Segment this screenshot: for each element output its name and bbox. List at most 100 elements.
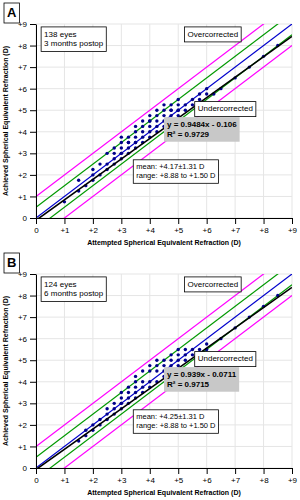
y-tick: +9 — [18, 270, 36, 279]
x-axis-line — [37, 218, 293, 219]
y-tick-label: 0 — [23, 214, 28, 223]
scatter-point — [205, 87, 208, 90]
scatter-point — [141, 119, 144, 122]
grid-line-x — [292, 274, 293, 468]
scatter-point — [127, 385, 130, 388]
y-tick-label: +7 — [18, 63, 28, 72]
annotation-box — [133, 410, 218, 434]
x-tick-mark — [235, 218, 236, 224]
scatter-point — [155, 359, 158, 362]
y-tick: +4 — [18, 128, 36, 137]
scatter-point — [127, 141, 130, 144]
scatter-point — [162, 103, 165, 106]
scatter-point — [162, 114, 165, 117]
scatter-point — [169, 109, 172, 112]
scatter-point — [113, 152, 116, 155]
x-tick-mark — [93, 218, 94, 224]
annotation-box — [133, 160, 218, 184]
grid-line-y — [36, 317, 292, 318]
scatter-point — [148, 380, 151, 383]
y-tick-label: +8 — [18, 292, 28, 301]
x-tick: +3 — [117, 468, 127, 485]
grid-line-y — [36, 24, 292, 25]
y-tick-label: +7 — [18, 313, 28, 322]
grid-line-x — [263, 274, 264, 468]
annotation-text: Overcorrected — [187, 30, 238, 39]
scatter-point — [198, 98, 201, 101]
x-tick: 0 — [34, 218, 39, 235]
grid-line-y — [36, 468, 292, 469]
scatter-point — [127, 146, 130, 149]
y-tick: +2 — [18, 171, 36, 180]
y-tick-mark — [30, 296, 36, 297]
grid — [36, 274, 292, 468]
grid-line-y — [36, 403, 292, 404]
y-axis: 0+1+2+3+4+5+6+7+8+9 — [18, 20, 37, 223]
annotation: Overcorrected — [184, 277, 241, 292]
scatter-point — [98, 418, 101, 421]
x-axis: 0+1+2+3+4+5+6+7+8+9 — [34, 218, 297, 235]
y-tick: +7 — [18, 63, 36, 72]
y-tick: +1 — [18, 443, 36, 452]
grid-line-x — [36, 274, 37, 468]
x-tick: +4 — [146, 468, 156, 485]
scatter-point — [155, 109, 158, 112]
x-tick-label: +5 — [174, 476, 184, 485]
scatter-point — [120, 402, 123, 405]
scatter-point — [84, 429, 87, 432]
scatter-point — [141, 135, 144, 138]
x-tick-mark — [36, 468, 37, 474]
scatter-point — [120, 402, 123, 405]
x-tick-label: +7 — [231, 476, 241, 485]
scatter-point — [91, 168, 94, 171]
scatter-point — [148, 119, 151, 122]
x-axis-label: Attempted Spherical Equivalent Refractio… — [87, 239, 241, 247]
scatter-point — [141, 130, 144, 133]
y-tick: 0 — [23, 214, 36, 223]
scatter-point — [148, 119, 151, 122]
scatter-point — [155, 125, 158, 128]
x-tick-label: +9 — [288, 476, 298, 485]
scatter-point — [113, 146, 116, 149]
scatter-point — [162, 359, 165, 362]
annotation-box — [164, 367, 239, 392]
grid-line-y — [36, 338, 292, 339]
x-tick: 0 — [34, 468, 39, 485]
panel-label-box — [4, 253, 19, 273]
x-tick-mark — [178, 218, 179, 224]
line — [36, 274, 292, 468]
y-tick-mark — [30, 175, 36, 176]
y-tick-mark — [30, 425, 36, 426]
scatter-point — [148, 130, 151, 133]
marks — [36, 24, 292, 218]
annotation-text: 124 eyes — [44, 280, 76, 289]
y-tick: +6 — [18, 335, 36, 344]
y-tick: +7 — [18, 313, 36, 322]
scatter-point — [127, 135, 130, 138]
line — [36, 287, 292, 468]
y-axis-line — [36, 25, 37, 219]
annotation-box — [41, 27, 106, 52]
grid-line-y — [36, 196, 292, 197]
x-tick: +5 — [174, 218, 184, 235]
panel-label: B — [4, 253, 19, 273]
x-tick: +7 — [231, 218, 241, 235]
scatter-point — [98, 162, 101, 165]
x-tick: +5 — [174, 468, 184, 485]
scatter-point — [134, 141, 137, 144]
annotation-text: range: +8.88 to +1.50 D — [136, 171, 216, 180]
scatter-point — [134, 141, 137, 144]
grid-line-x — [263, 24, 264, 218]
y-tick-label: +5 — [18, 106, 28, 115]
scatter-point — [141, 380, 144, 383]
x-tick: +9 — [288, 218, 298, 235]
scatter-point — [177, 359, 180, 362]
annotation-text: mean: +4.17±1.31 D — [136, 162, 205, 171]
annotation-text: R² = 0.9715 — [167, 380, 210, 389]
annotation-text: range: +8.88 to +1.50 D — [136, 421, 216, 430]
annotation-text: Overcorrected — [187, 280, 238, 289]
annotation-box — [195, 352, 256, 367]
scatter-point — [127, 141, 130, 144]
scatter-point — [141, 385, 144, 388]
y-tick-mark — [30, 360, 36, 361]
